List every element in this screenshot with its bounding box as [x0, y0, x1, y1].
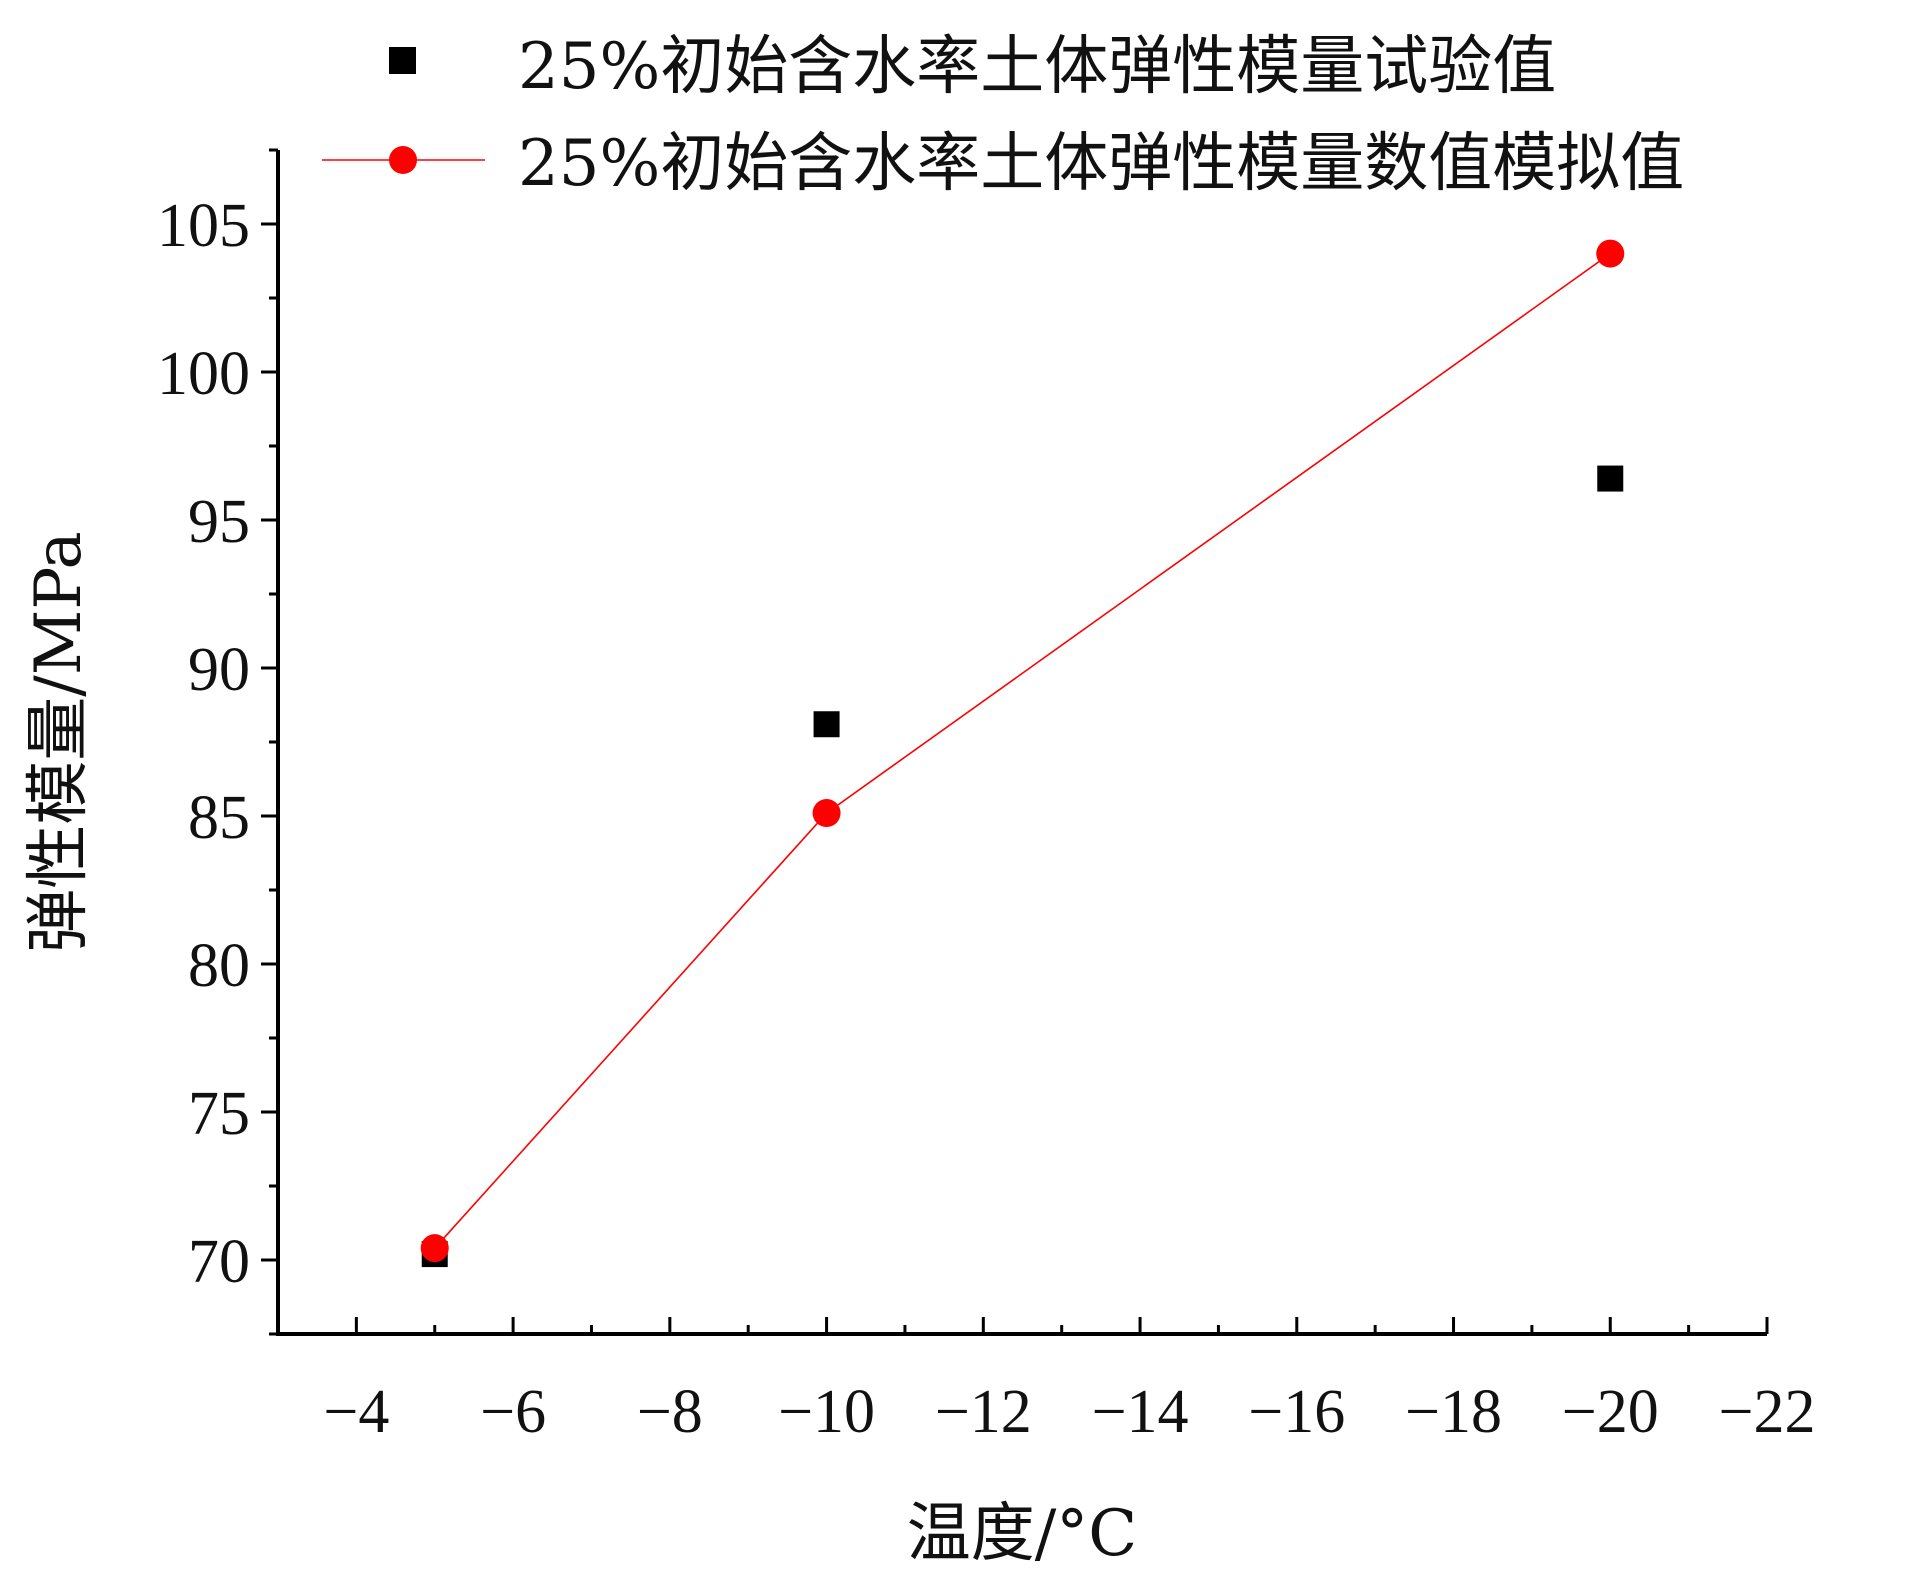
y-tick-label: 85 — [188, 784, 250, 852]
series-line — [434, 252, 1611, 1249]
y-axis-title: 弹性模量/MPa — [22, 531, 96, 952]
y-tick-label: 90 — [188, 636, 250, 704]
x-tick-label: −18 — [1405, 1378, 1502, 1446]
y-tick-label: 80 — [188, 932, 250, 1000]
plot-area — [420, 239, 1625, 1268]
data-point — [420, 1234, 449, 1263]
x-ticks: −4 −6 −8 −10 −12 −14 −16 −18 −20 −22 — [323, 1317, 1815, 1446]
y-tick-label: 100 — [157, 340, 250, 408]
x-tick-label: −4 — [323, 1378, 389, 1446]
axes: 70 75 80 85 90 95 100 105 −4 −6 −8 −10 −12 −14 −16 −18… — [157, 148, 1815, 1446]
series-0 — [421, 465, 1624, 1268]
x-axis-title: 温度/°C — [907, 1497, 1138, 1571]
x-tick-label: −14 — [1092, 1378, 1189, 1446]
y-ticks: 70 75 80 85 90 95 100 105 — [157, 148, 278, 1336]
data-point — [813, 711, 840, 738]
y-tick-label: 75 — [188, 1080, 250, 1148]
x-tick-label: −12 — [935, 1378, 1032, 1446]
x-tick-label: −22 — [1719, 1378, 1816, 1446]
y-tick-label: 70 — [188, 1228, 250, 1296]
x-tick-label: −8 — [637, 1378, 703, 1446]
legend-marker-experimental — [389, 47, 416, 74]
series-1 — [420, 239, 1625, 1263]
data-point — [812, 799, 841, 828]
x-tick-label: −20 — [1562, 1378, 1659, 1446]
y-tick-label: 105 — [157, 192, 250, 260]
legend-marker-simulated — [389, 146, 417, 174]
x-tick-label: −16 — [1248, 1378, 1345, 1446]
legend-label-experimental: 25%初始含水率土体弹性模量试验值 — [518, 30, 1556, 104]
legend: 25%初始含水率土体弹性模量试验值 25%初始含水率土体弹性模量数值模拟值 — [322, 30, 1684, 201]
data-point — [1597, 465, 1624, 492]
x-tick-label: −10 — [778, 1378, 875, 1446]
x-tick-label: −6 — [480, 1378, 546, 1446]
legend-label-simulated: 25%初始含水率土体弹性模量数值模拟值 — [518, 127, 1684, 201]
y-tick-label: 95 — [188, 488, 250, 556]
data-point — [1596, 239, 1625, 268]
